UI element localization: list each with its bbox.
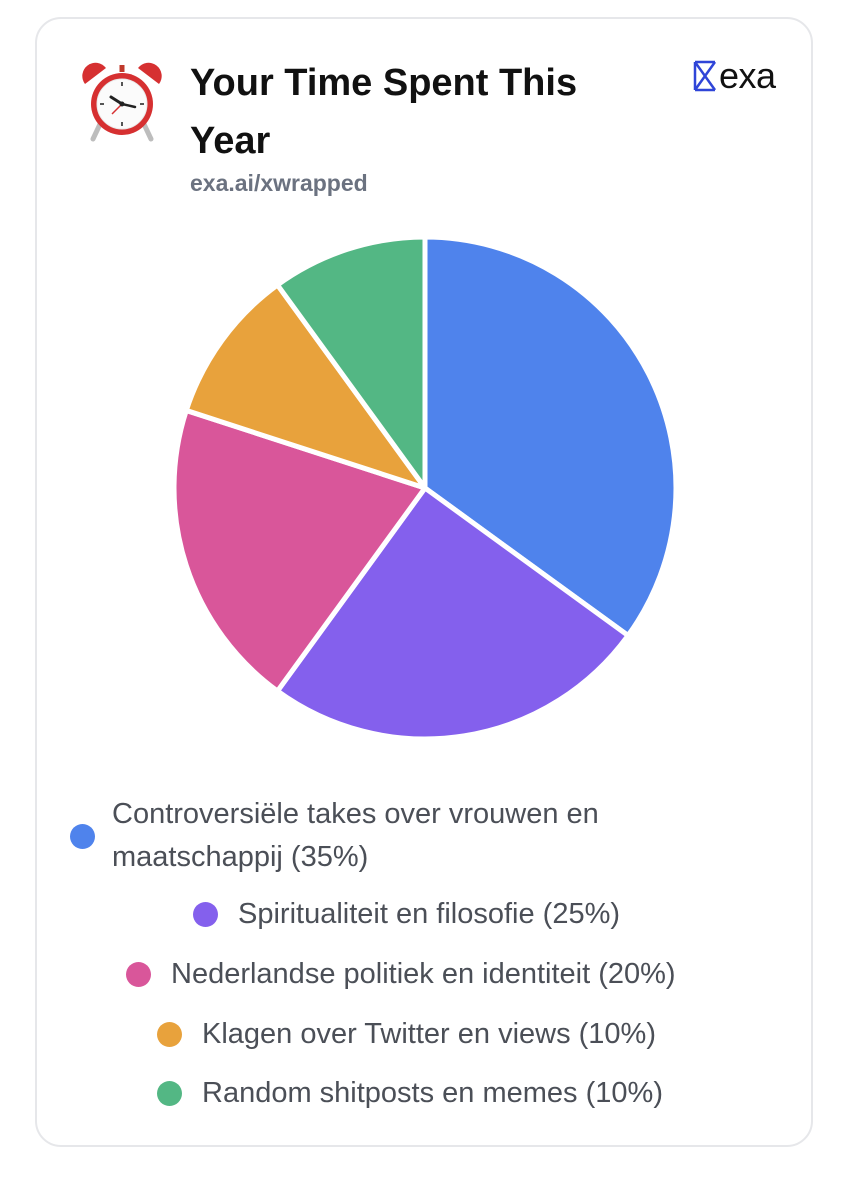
legend-item: Controversiële takes over vrouwen en maa… bbox=[70, 793, 692, 879]
legend-item: Nederlandse politiek en identiteit (20%) bbox=[126, 953, 676, 996]
legend-item: Random shitposts en memes (10%) bbox=[157, 1072, 663, 1115]
legend-label: Controversiële takes over vrouwen en maa… bbox=[112, 798, 599, 873]
legend-item: Klagen over Twitter en views (10%) bbox=[157, 1013, 656, 1056]
exa-logo-icon bbox=[693, 60, 717, 92]
legend-dot bbox=[70, 823, 95, 849]
legend-label: Nederlandse politiek en identiteit (20%) bbox=[171, 958, 676, 990]
page-title: Your Time Spent This Year bbox=[190, 62, 578, 162]
alarm-clock-icon bbox=[82, 62, 162, 142]
legend-dot bbox=[157, 1081, 182, 1106]
pie-slice bbox=[171, 407, 428, 694]
pie-slice bbox=[274, 234, 428, 491]
legend-label: Random shitposts en memes (10%) bbox=[202, 1077, 663, 1109]
legend-dot bbox=[193, 902, 218, 927]
legend-dot bbox=[157, 1022, 182, 1047]
subtitle-link[interactable]: exa.ai/xwrapped bbox=[190, 170, 368, 196]
pie-slice bbox=[183, 282, 428, 491]
pie-slice bbox=[422, 234, 679, 639]
pie-slice bbox=[274, 485, 631, 742]
brand-name: exa bbox=[719, 55, 776, 96]
legend-item: Spiritualiteit en filosofie (25%) bbox=[193, 893, 620, 936]
legend-label: Klagen over Twitter en views (10%) bbox=[202, 1018, 657, 1050]
legend-dot bbox=[126, 962, 151, 987]
legend-label: Spiritualiteit en filosofie (25%) bbox=[238, 898, 621, 930]
brand-logo[interactable]: exa bbox=[693, 55, 776, 96]
pie-chart bbox=[171, 234, 679, 742]
